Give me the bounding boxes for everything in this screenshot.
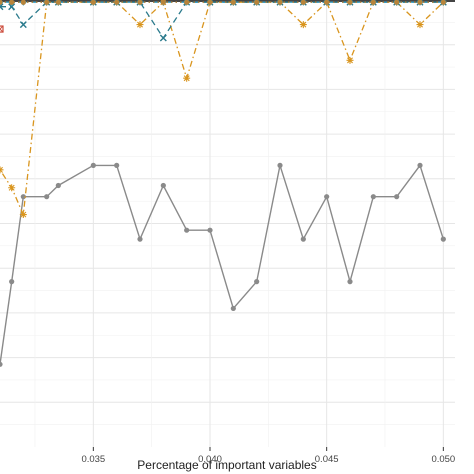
data-point bbox=[254, 279, 260, 285]
data-point bbox=[370, 0, 376, 5]
data-point bbox=[207, 227, 213, 233]
x-tick-label: 0.050 bbox=[431, 454, 455, 465]
data-point bbox=[90, 0, 96, 5]
data-point bbox=[0, 0, 3, 5]
data-point bbox=[440, 236, 446, 242]
data-point bbox=[417, 162, 423, 168]
x-tick-label: 0.040 bbox=[198, 454, 222, 465]
data-point bbox=[44, 194, 50, 200]
data-point bbox=[20, 0, 26, 5]
x-axis-label: Percentage of important variables bbox=[137, 458, 316, 472]
data-point bbox=[0, 25, 4, 33]
data-point bbox=[184, 227, 190, 233]
series-4 bbox=[0, 0, 446, 5]
data-point bbox=[254, 0, 260, 5]
data-point bbox=[0, 3, 4, 11]
data-point bbox=[277, 0, 283, 5]
data-point bbox=[370, 194, 376, 200]
x-tick-label: 0.045 bbox=[315, 454, 339, 465]
data-point bbox=[300, 0, 306, 5]
series-layer bbox=[0, 0, 447, 367]
data-point bbox=[55, 0, 61, 5]
data-point bbox=[19, 211, 27, 219]
data-point bbox=[0, 361, 3, 367]
grid-lines bbox=[0, 0, 455, 447]
data-point bbox=[8, 3, 16, 11]
series-line bbox=[0, 0, 444, 218]
data-point bbox=[324, 194, 330, 200]
data-point bbox=[44, 0, 50, 5]
data-point bbox=[55, 182, 61, 189]
data-point bbox=[184, 0, 190, 5]
data-point bbox=[300, 236, 306, 242]
data-point bbox=[114, 162, 120, 168]
data-point bbox=[230, 305, 236, 312]
data-point bbox=[20, 194, 26, 200]
series-5 bbox=[0, 25, 4, 33]
data-point bbox=[207, 0, 213, 5]
data-point bbox=[324, 0, 330, 5]
data-point bbox=[90, 162, 96, 168]
data-point bbox=[9, 279, 15, 285]
data-point bbox=[346, 56, 354, 64]
x-tick-label: 0.035 bbox=[81, 454, 105, 465]
data-point bbox=[440, 0, 446, 5]
data-point bbox=[8, 184, 16, 192]
data-point bbox=[19, 21, 27, 29]
data-point bbox=[417, 0, 423, 5]
data-point bbox=[299, 21, 307, 29]
data-point bbox=[183, 74, 191, 82]
data-point bbox=[347, 0, 353, 5]
series-0 bbox=[0, 162, 446, 367]
data-point bbox=[114, 0, 120, 5]
data-point bbox=[159, 34, 167, 42]
data-point bbox=[9, 0, 15, 5]
data-point bbox=[277, 162, 283, 168]
data-point bbox=[394, 0, 400, 5]
data-point bbox=[230, 0, 236, 5]
data-point bbox=[0, 25, 4, 33]
data-point bbox=[347, 279, 353, 285]
data-point bbox=[160, 0, 166, 5]
data-point bbox=[137, 0, 143, 5]
x-axis: 0.035 0.040 0.045 0.050 bbox=[81, 447, 455, 465]
data-point bbox=[136, 21, 144, 29]
data-point bbox=[394, 194, 400, 200]
data-point bbox=[160, 182, 166, 189]
data-point bbox=[137, 236, 143, 242]
data-point bbox=[416, 21, 424, 29]
